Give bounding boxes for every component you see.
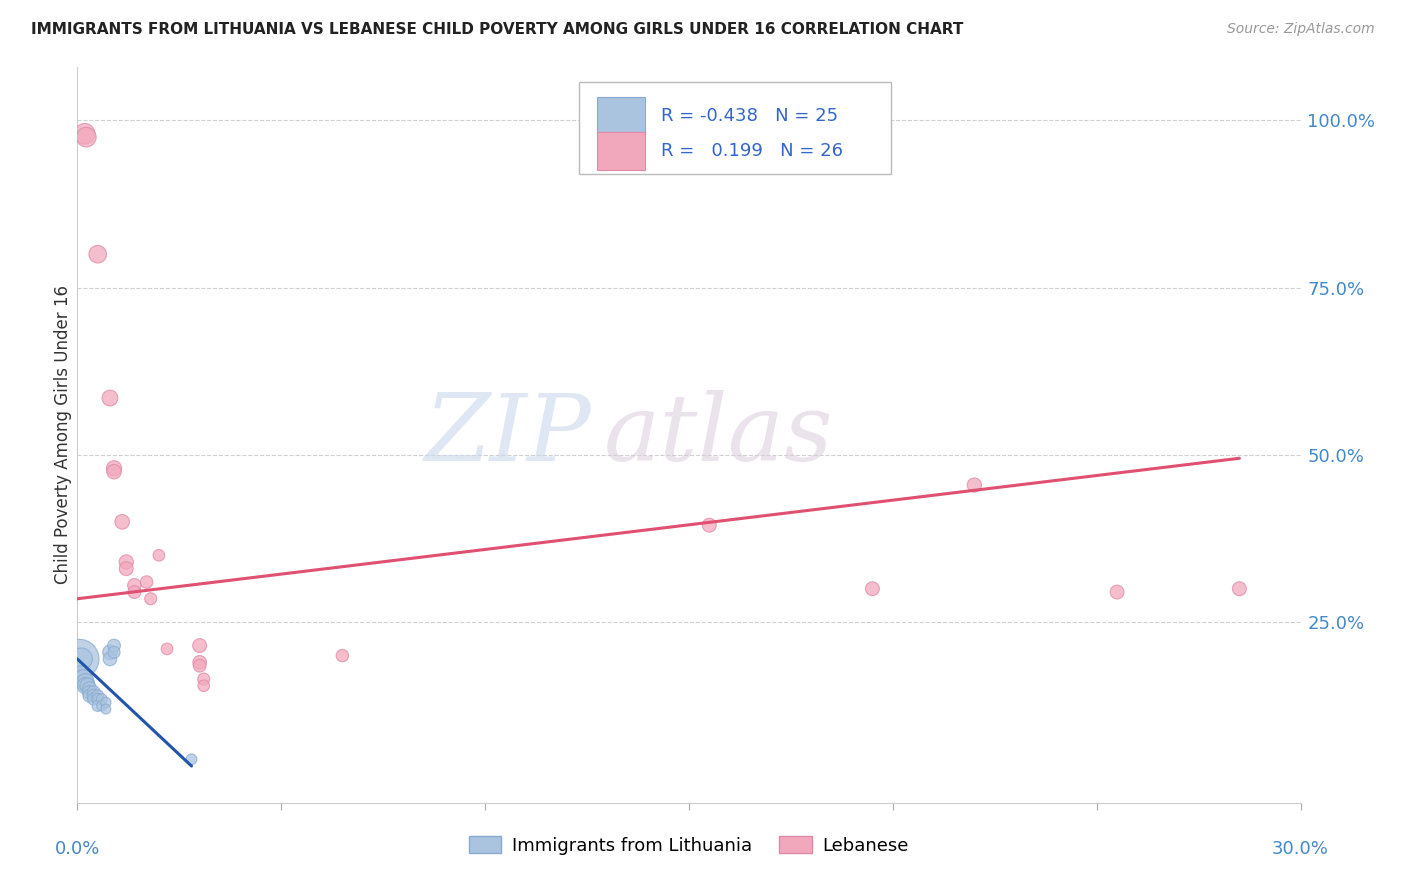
Point — [135, 574, 157, 589]
Point — [70, 652, 93, 666]
FancyBboxPatch shape — [598, 132, 645, 170]
Point — [83, 685, 105, 699]
Text: R = -0.438   N = 25: R = -0.438 N = 25 — [661, 107, 838, 125]
Point — [70, 669, 93, 683]
Text: IMMIGRANTS FROM LITHUANIA VS LEBANESE CHILD POVERTY AMONG GIRLS UNDER 16 CORRELA: IMMIGRANTS FROM LITHUANIA VS LEBANESE CH… — [31, 22, 963, 37]
Point — [1229, 582, 1251, 596]
Point — [76, 679, 98, 693]
Point — [124, 585, 146, 599]
Point — [103, 461, 125, 475]
Point — [1107, 585, 1129, 599]
Point — [79, 685, 101, 699]
Text: R =   0.199   N = 26: R = 0.199 N = 26 — [661, 142, 842, 160]
Legend: Immigrants from Lithuania, Lebanese: Immigrants from Lithuania, Lebanese — [460, 827, 918, 863]
Point — [180, 752, 202, 766]
Point — [332, 648, 354, 663]
Point — [124, 578, 146, 592]
Point — [83, 689, 105, 703]
FancyBboxPatch shape — [579, 81, 891, 174]
Point — [90, 698, 112, 713]
Point — [193, 672, 215, 686]
FancyBboxPatch shape — [598, 97, 645, 136]
Point — [87, 692, 110, 706]
Point — [188, 655, 211, 669]
Point — [94, 702, 117, 716]
Point — [73, 127, 96, 141]
Point — [90, 692, 112, 706]
Point — [148, 548, 170, 563]
Point — [963, 478, 986, 492]
Point — [111, 515, 134, 529]
Point — [193, 679, 215, 693]
Point — [75, 679, 97, 693]
Point — [139, 591, 162, 606]
Point — [75, 130, 97, 145]
Point — [188, 658, 211, 673]
Point — [699, 518, 721, 533]
Point — [103, 639, 125, 653]
Text: ZIP: ZIP — [425, 390, 591, 480]
Point — [79, 689, 101, 703]
Text: Source: ZipAtlas.com: Source: ZipAtlas.com — [1227, 22, 1375, 37]
Point — [98, 645, 121, 659]
Text: 0.0%: 0.0% — [55, 839, 100, 857]
Point — [75, 675, 97, 690]
Point — [98, 391, 121, 405]
Point — [103, 465, 125, 479]
Point — [115, 555, 138, 569]
Text: atlas: atlas — [603, 390, 832, 480]
Point — [115, 562, 138, 576]
Point — [103, 645, 125, 659]
Text: 30.0%: 30.0% — [1272, 839, 1329, 857]
Point — [67, 652, 90, 666]
Point — [94, 696, 117, 710]
Point — [79, 681, 101, 696]
Point — [156, 642, 179, 657]
Point — [188, 639, 211, 653]
Point — [87, 689, 110, 703]
Point — [98, 652, 121, 666]
Y-axis label: Child Poverty Among Girls Under 16: Child Poverty Among Girls Under 16 — [55, 285, 73, 584]
Point — [862, 582, 884, 596]
Point — [72, 672, 94, 686]
Point — [87, 698, 110, 713]
Point — [83, 692, 105, 706]
Point — [87, 247, 110, 261]
